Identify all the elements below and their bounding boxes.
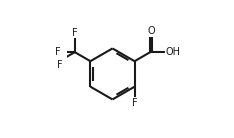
Text: F: F <box>57 60 62 70</box>
Text: O: O <box>147 26 155 36</box>
Text: F: F <box>55 47 60 57</box>
Text: F: F <box>132 98 137 108</box>
Text: F: F <box>72 28 77 38</box>
Text: OH: OH <box>165 47 180 57</box>
